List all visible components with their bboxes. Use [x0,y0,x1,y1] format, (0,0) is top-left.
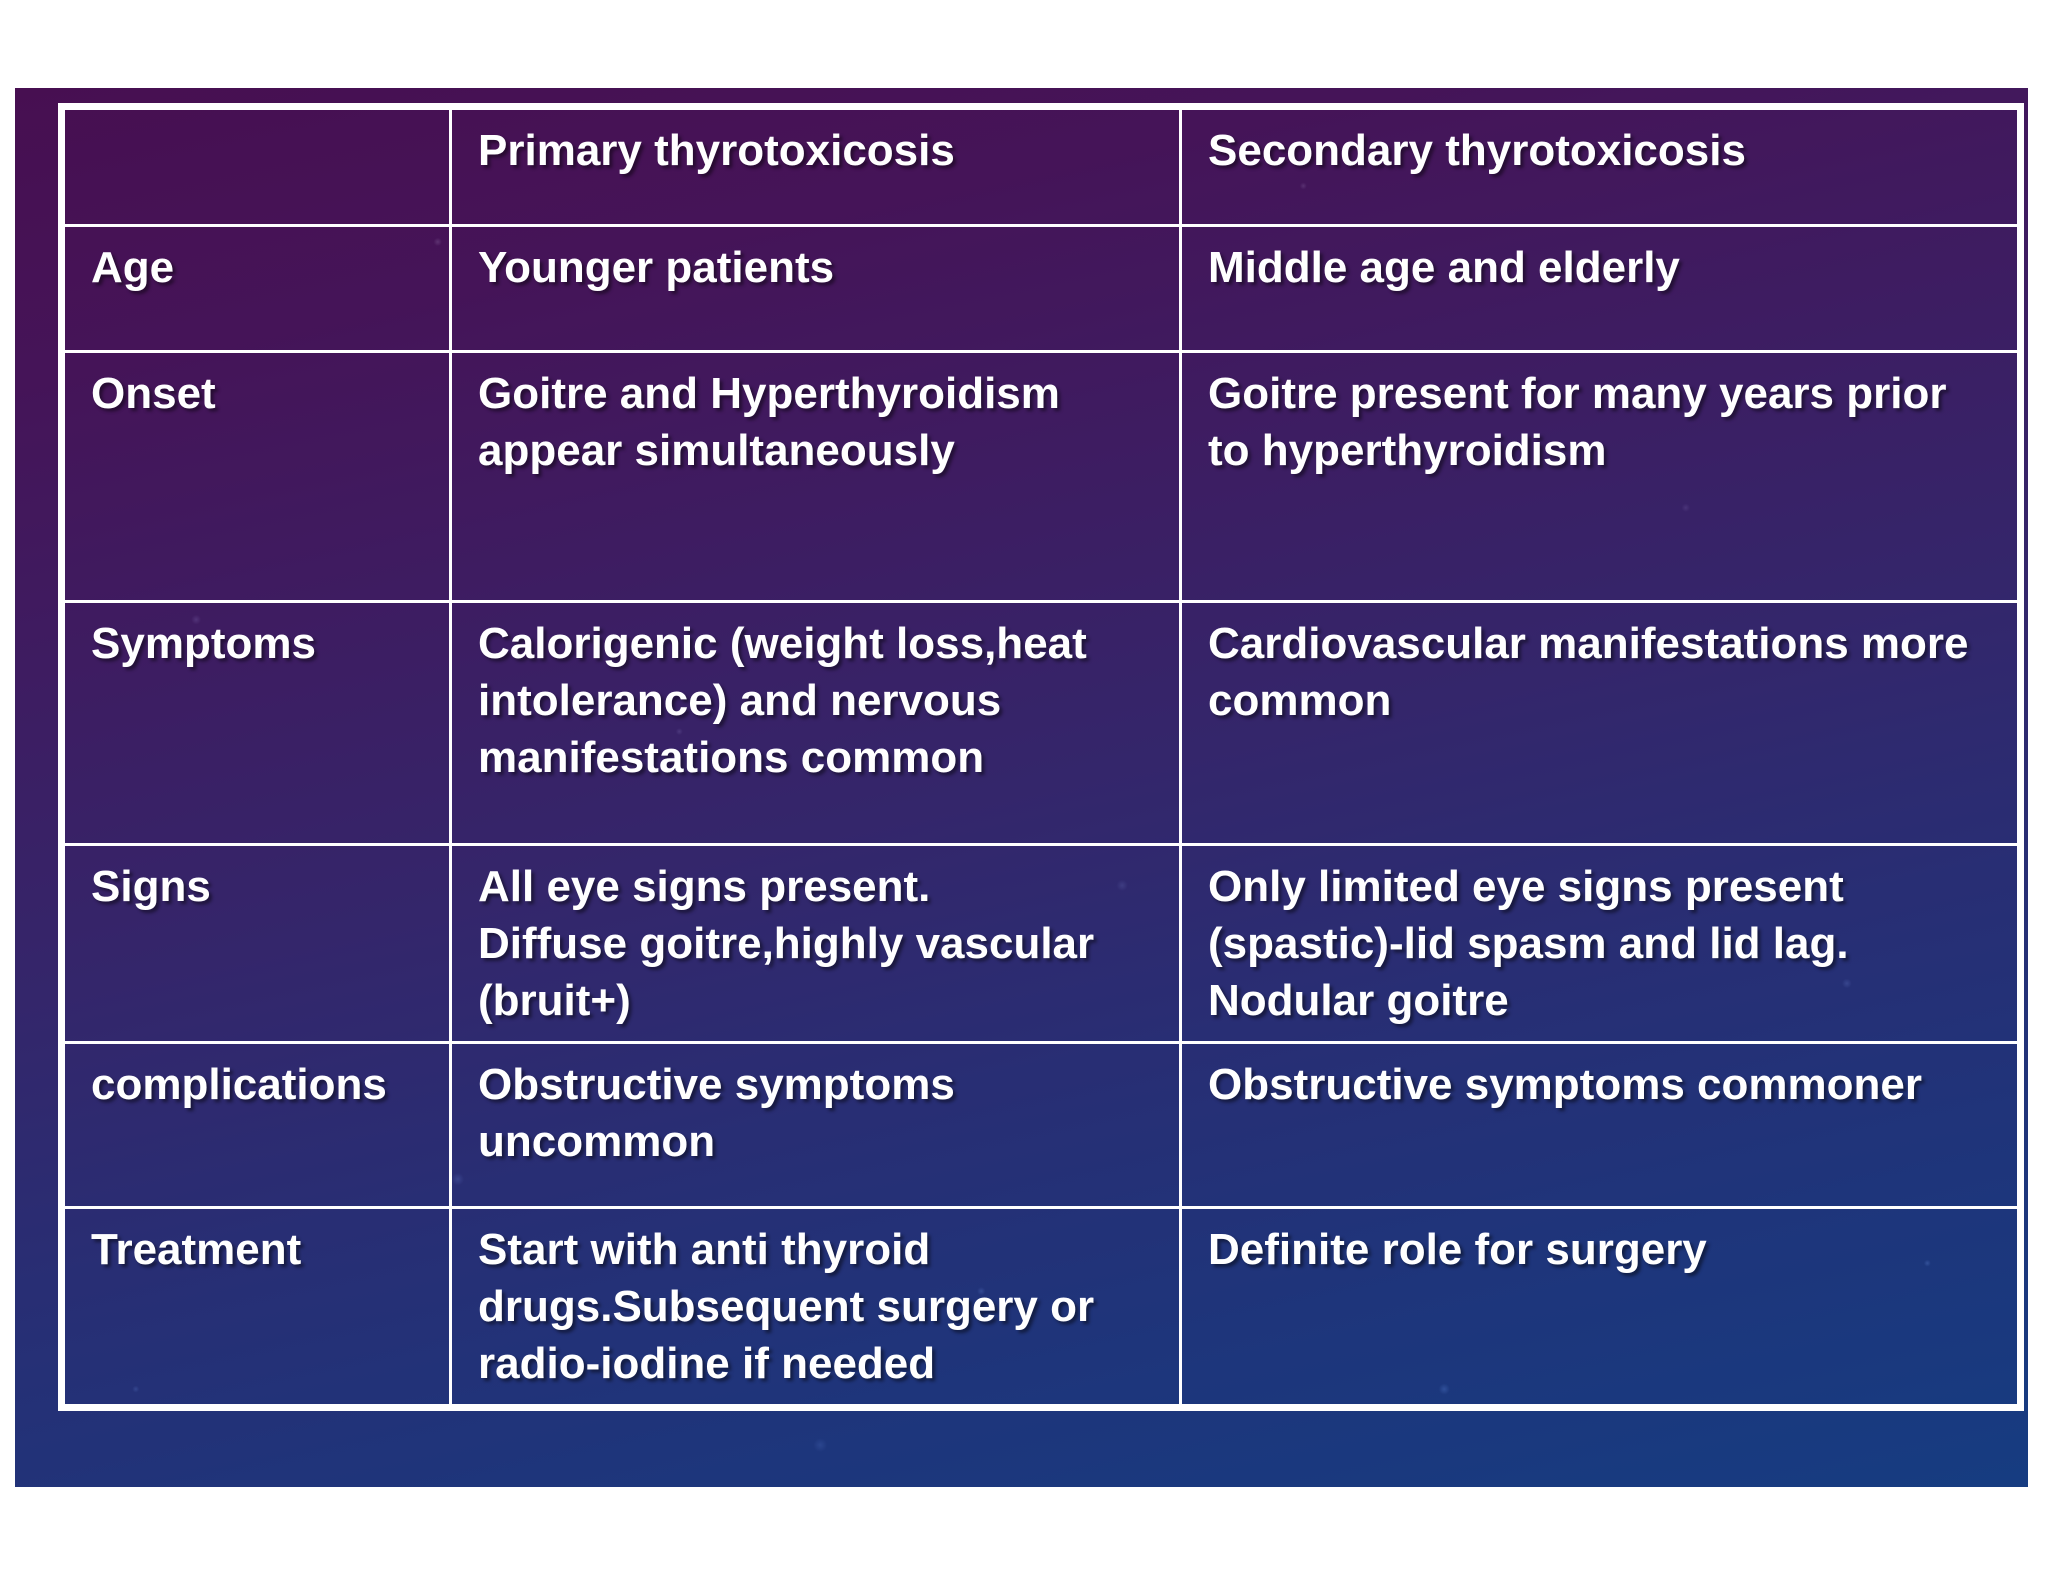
header-secondary-thyrotoxicosis: Secondary thyrotoxicosis [1179,105,2022,227]
symptoms-primary-cell: Calorigenic (weight loss,heat intoleranc… [449,600,1182,846]
row-label-age: Age [60,224,452,353]
table-row-symptoms: Symptoms Calorigenic (weight loss,heat i… [60,600,2022,846]
onset-primary-cell: Goitre and Hyperthyroidism appear simult… [449,350,1182,603]
header-primary-thyrotoxicosis: Primary thyrotoxicosis [449,105,1182,227]
table-header-row: Primary thyrotoxicosis Secondary thyroto… [60,105,2022,227]
complications-secondary-cell: Obstructive symptoms commoner [1179,1041,2022,1209]
table-row-signs: Signs All eye signs present. Diffuse goi… [60,843,2022,1044]
thyrotoxicosis-comparison-table: Primary thyrotoxicosis Secondary thyroto… [58,103,2024,1411]
age-secondary-cell: Middle age and elderly [1179,224,2022,353]
treatment-primary-cell: Start with anti thyroid drugs.Subsequent… [449,1206,1182,1409]
row-label-treatment: Treatment [60,1206,452,1409]
header-empty-cell [60,105,452,227]
signs-secondary-cell: Only limited eye signs present (spastic)… [1179,843,2022,1044]
treatment-secondary-cell: Definite role for surgery [1179,1206,2022,1409]
row-label-symptoms: Symptoms [60,600,452,846]
signs-primary-cell: All eye signs present. Diffuse goitre,hi… [449,843,1182,1044]
table-row-treatment: Treatment Start with anti thyroid drugs.… [60,1206,2022,1409]
table-row-age: Age Younger patients Middle age and elde… [60,224,2022,353]
row-label-signs: Signs [60,843,452,1044]
onset-secondary-cell: Goitre present for many years prior to h… [1179,350,2022,603]
complications-primary-cell: Obstructive symptoms uncommon [449,1041,1182,1209]
slide-background: Primary thyrotoxicosis Secondary thyroto… [15,88,2028,1487]
age-primary-cell: Younger patients [449,224,1182,353]
table-row-complications: complications Obstructive symptoms uncom… [60,1041,2022,1209]
symptoms-secondary-cell: Cardiovascular manifestations more commo… [1179,600,2022,846]
row-label-onset: Onset [60,350,452,603]
row-label-complications: complications [60,1041,452,1209]
table-row-onset: Onset Goitre and Hyperthyroidism appear … [60,350,2022,603]
